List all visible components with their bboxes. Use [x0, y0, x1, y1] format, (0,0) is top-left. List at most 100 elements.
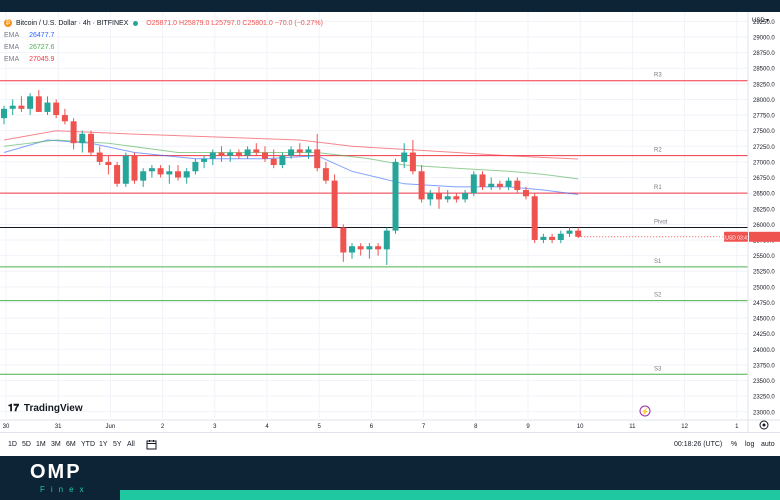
candle [288, 146, 295, 159]
candle [401, 143, 408, 169]
candle-body [44, 102, 51, 112]
date-range-icon[interactable] [146, 439, 158, 450]
candle [375, 243, 382, 256]
candle [496, 180, 503, 191]
candle-body [96, 152, 103, 162]
x-tick-label: 11 [629, 424, 636, 430]
candle-body [322, 168, 329, 181]
candle [44, 96, 51, 116]
y-tick-label: 24500.0 [753, 317, 775, 323]
y-tick-label: 27500.0 [753, 129, 775, 135]
bottom-toolbar: 1D 5D 1M 3M 6M YTD 1Y 5Y All 00:18:26 (U… [0, 432, 780, 457]
candle-body [566, 230, 573, 234]
candle-body [166, 171, 173, 175]
ema-row[interactable]: EMA 26477.7 [4, 30, 323, 42]
candle-body [340, 227, 347, 253]
candle [88, 130, 94, 156]
candle [505, 177, 512, 191]
candle [488, 177, 495, 191]
event-marker: ⚡ [639, 405, 651, 417]
candle [140, 168, 147, 187]
ema-row[interactable]: EMA 26727.6 [4, 42, 323, 54]
candle [166, 165, 173, 184]
x-tick-label: 9 [526, 424, 530, 430]
timeframe-5d-button[interactable]: 5D [22, 441, 31, 448]
candle [244, 146, 251, 159]
candle-body [183, 171, 190, 178]
ema-line [3, 130, 579, 160]
candle [27, 93, 34, 116]
candle-body [375, 246, 382, 250]
tradingview-logo[interactable]: 𝟏𝟕 TradingView [8, 403, 83, 414]
timeframe-3m-button[interactable]: 3M [51, 441, 61, 448]
candle-body [235, 152, 242, 156]
y-tick-label: 28500.0 [753, 67, 775, 73]
candle [349, 243, 355, 259]
candle [53, 99, 60, 119]
candle [270, 149, 277, 169]
pivot-level-label: R2 [654, 148, 662, 154]
ohlc-readout: O25871.0 H25879.0 L25797.0 C25801.0 −70.… [146, 20, 323, 27]
brand-logo-sub: Finex [40, 485, 90, 494]
candle [366, 243, 373, 259]
timeframe-ytd-button[interactable]: YTD [81, 441, 95, 448]
timeframe-1y-button[interactable]: 1Y [99, 441, 108, 448]
candle-body [1, 108, 7, 119]
y-tick-label: 28000.0 [753, 98, 775, 104]
ema-value: 27045.9 [29, 56, 55, 63]
candle [157, 165, 164, 178]
candle-body [418, 171, 425, 200]
candle-body [157, 168, 164, 175]
pivot-level-label: R1 [654, 185, 662, 191]
candle [462, 190, 469, 203]
x-tick-label: 7 [422, 424, 426, 430]
log-scale-toggle[interactable]: log [745, 441, 755, 448]
candle [35, 90, 42, 112]
candle-body [209, 152, 216, 159]
candle [531, 193, 538, 244]
x-tick-label: 5 [318, 424, 322, 430]
y-tick-label: 28750.0 [753, 51, 775, 57]
candle [18, 96, 25, 112]
chart-canvas[interactable]: R3 R2 R1 Pivot S1 S2 S3 23000.0 23250.0 23500.0 2… [0, 12, 780, 432]
timeframe-1m-button[interactable]: 1M [36, 441, 46, 448]
candle-body [27, 96, 34, 109]
candle [549, 233, 556, 244]
candle-body [453, 196, 460, 200]
timeframe-5y-button[interactable]: 5Y [113, 441, 122, 448]
x-tick-label: 10 [577, 424, 584, 430]
timeframe-6m-button[interactable]: 6M [66, 441, 76, 448]
ema-label: EMA [4, 56, 20, 63]
y-tick-label: 23000.0 [753, 410, 775, 416]
x-tick-label: 31 [55, 424, 62, 430]
candle [305, 146, 312, 159]
pivot-level-label: S1 [654, 259, 662, 265]
candle [262, 146, 268, 162]
timeframe-all-button[interactable]: All [127, 441, 135, 448]
y-tick-label: 25000.0 [753, 285, 775, 291]
timeframe-1d-button[interactable]: 1D [8, 441, 17, 448]
candle-body [505, 180, 512, 187]
candle-body [575, 230, 582, 237]
candle [296, 143, 303, 156]
chevron-down-icon: ▾ [766, 18, 769, 24]
candle [105, 155, 112, 175]
ema-row[interactable]: EMA 27045.9 [4, 54, 323, 66]
candle-body [88, 133, 94, 153]
symbol-row: ₿ Bitcoin / U.S. Dollar · 4h · BITFINEX … [4, 18, 323, 30]
auto-scale-toggle[interactable]: auto [761, 441, 775, 448]
y-tick-label: 27250.0 [753, 145, 775, 151]
candle [61, 108, 68, 125]
candle-body [383, 230, 390, 250]
price-chart[interactable]: R3 R2 R1 Pivot S1 S2 S3 23000.0 23250.0 23500.0 2… [0, 12, 780, 432]
candle-body [557, 233, 564, 240]
x-tick-label: 12 [681, 424, 688, 430]
brand-accent-bar [120, 490, 780, 500]
x-tick-label: 6 [370, 424, 374, 430]
currency-label: USD [752, 18, 765, 24]
candle [453, 193, 460, 203]
candle [114, 161, 121, 187]
candle-body [218, 152, 225, 156]
utc-clock[interactable]: 00:18:26 (UTC) [674, 441, 723, 448]
percent-scale-toggle[interactable]: % [731, 441, 738, 448]
